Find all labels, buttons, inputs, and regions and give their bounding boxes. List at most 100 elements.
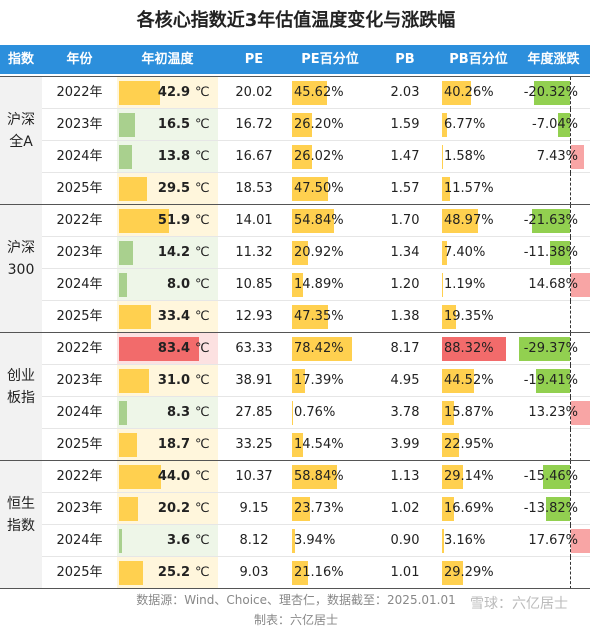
data-bar	[442, 465, 464, 489]
axis-line	[570, 205, 571, 237]
watermark: 雪球：六亿居士	[470, 596, 568, 612]
pe: 10.37	[235, 469, 273, 484]
axis-line	[570, 493, 571, 525]
pe: 9.03	[239, 565, 269, 580]
pb: 4.95	[390, 373, 420, 388]
row-line	[42, 300, 590, 301]
data-bar	[442, 497, 455, 521]
axis-line	[570, 237, 571, 269]
pb: 3.78	[390, 405, 420, 420]
data-bar	[442, 401, 454, 425]
axis-line	[570, 333, 571, 365]
cell-text: 44.52%	[444, 373, 494, 388]
data-bar	[442, 561, 464, 585]
cell-text: 20.92%	[294, 245, 344, 260]
group-border	[0, 460, 590, 461]
data-bar	[119, 209, 169, 233]
data-bar	[292, 465, 337, 489]
header-cell: PE百分位	[301, 52, 359, 67]
data-bar	[442, 529, 445, 553]
cell-text: 15.87%	[444, 405, 494, 420]
temp-unit: ℃	[195, 469, 210, 484]
year: 2024年	[56, 277, 103, 292]
data-bar	[119, 177, 148, 201]
cell-text: 6.77%	[444, 117, 486, 132]
temp-value: 8.3	[166, 405, 190, 420]
group-border	[0, 76, 590, 77]
data-bar	[292, 433, 304, 457]
data-bar	[119, 145, 133, 169]
temp-unit: ℃	[195, 501, 210, 516]
cell-text: 19.35%	[444, 309, 494, 324]
header-cell: 年度涨跌	[527, 52, 580, 67]
temp-value: 31.0	[157, 373, 190, 388]
temp-unit: ℃	[195, 85, 210, 100]
pe: 38.91	[235, 373, 273, 388]
axis-line	[570, 365, 571, 397]
data-bar	[442, 337, 507, 361]
cell-text: 78.42%	[294, 341, 344, 356]
axis-line	[570, 173, 571, 205]
footer-source: 数据源：Wind、Choice、理杏仁，数据截至：2025.01.01	[136, 593, 456, 607]
year: 2024年	[56, 405, 103, 420]
axis-line	[570, 77, 571, 109]
row-line	[42, 396, 590, 397]
change-text: -29.37%	[523, 341, 578, 356]
data-bar	[442, 433, 459, 457]
pb: 3.99	[390, 437, 420, 452]
cell-text: 11.57%	[444, 181, 494, 196]
cell-text: 29.29%	[444, 565, 494, 580]
change-text: 17.67%	[528, 533, 578, 548]
group-name: 全A	[9, 134, 33, 150]
temp-unit: ℃	[195, 245, 210, 260]
header-bar	[0, 45, 590, 74]
change-bar	[532, 209, 570, 233]
cell-text: 29.14%	[444, 469, 494, 484]
row-line	[42, 236, 590, 237]
temp-bg	[117, 397, 218, 428]
change-text: -7.04%	[532, 117, 578, 132]
group-cell	[0, 461, 42, 589]
change-text: 14.68%	[528, 277, 578, 292]
year: 2024年	[56, 149, 103, 164]
data-bar	[292, 561, 309, 585]
year: 2023年	[56, 245, 103, 260]
pb: 1.59	[390, 117, 420, 132]
row-line	[42, 428, 590, 429]
pb: 1.47	[390, 149, 420, 164]
change-bar	[571, 529, 590, 553]
data-bar	[292, 177, 329, 201]
temp-bg	[117, 525, 218, 556]
row-line	[42, 268, 590, 269]
change-text: -11.38%	[523, 245, 578, 260]
pb: 1.13	[390, 469, 420, 484]
axis-line	[570, 461, 571, 493]
temp-value: 42.9	[157, 85, 190, 100]
data-bar	[119, 561, 144, 585]
change-bar	[571, 145, 584, 169]
year: 2025年	[56, 565, 103, 580]
group-name: 指数	[7, 518, 35, 534]
cell-text: 21.16%	[294, 565, 344, 580]
data-bar	[442, 369, 475, 393]
data-bar	[442, 305, 457, 329]
cell-text: 14.54%	[294, 437, 344, 452]
group-name: 沪深	[7, 240, 35, 256]
cell-text: 54.84%	[294, 213, 344, 228]
change-bar	[557, 113, 570, 137]
pe: 16.72	[235, 117, 273, 132]
group-cell	[0, 333, 42, 461]
row-line	[42, 492, 590, 493]
cell-text: 3.16%	[444, 533, 486, 548]
temp-value: 8.0	[166, 277, 190, 292]
temp-unit: ℃	[195, 149, 210, 164]
change-text: 13.23%	[528, 405, 578, 420]
cell-text: 1.58%	[444, 149, 486, 164]
data-bar	[442, 177, 451, 201]
data-bar	[292, 241, 308, 265]
temp-value: 13.8	[157, 149, 190, 164]
header-cell: 年初温度	[141, 52, 194, 67]
pe: 27.85	[235, 405, 273, 420]
temp-value: 33.4	[157, 309, 190, 324]
data-bar	[292, 401, 293, 425]
